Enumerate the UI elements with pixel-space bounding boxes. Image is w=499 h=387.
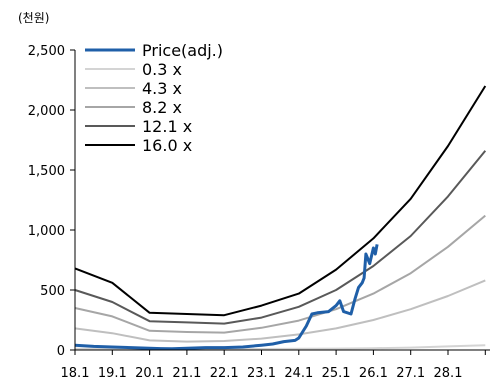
x-tick-label: 18.1 — [61, 366, 90, 381]
legend-label: 4.3 x — [142, 79, 182, 98]
y-tick-label: 0 — [57, 344, 65, 359]
legend-label: 0.3 x — [142, 60, 182, 79]
series-line-price-adj.- — [74, 244, 379, 351]
legend: Price(adj.)0.3 x4.3 x8.2 x12.1 x16.0 x — [85, 41, 223, 155]
x-tick-label: 25.1 — [322, 366, 351, 381]
y-tick-label: 500 — [40, 284, 65, 299]
axes — [74, 50, 490, 351]
x-tick-label: 21.1 — [172, 366, 201, 381]
series-line-12.1-x — [74, 150, 487, 325]
legend-label: 8.2 x — [142, 98, 182, 117]
legend-label: 16.0 x — [142, 136, 192, 155]
legend-label: 12.1 x — [142, 117, 192, 136]
series-layer — [74, 85, 487, 351]
x-tick-label: 27.1 — [396, 366, 425, 381]
y-axis-ticks: 0 500 1,000 1,500 2,000 2,500 — [28, 44, 75, 359]
legend-label: Price(adj.) — [142, 41, 223, 60]
series-line-16.0-x — [74, 85, 487, 317]
y-tick-label: 1,500 — [28, 164, 65, 179]
x-tick-label: 24.1 — [284, 366, 313, 381]
series-line-4.3-x — [74, 279, 486, 343]
unit-label: (천원) — [18, 10, 49, 25]
y-tick-label: 1,000 — [28, 224, 65, 239]
series-line-8.2-x — [74, 214, 486, 334]
x-tick-label: 19.1 — [98, 366, 127, 381]
x-tick-label: 23.1 — [247, 366, 276, 381]
y-tick-label: 2,500 — [28, 44, 65, 59]
x-tick-label: 20.1 — [135, 366, 164, 381]
x-tick-label: 26.1 — [359, 366, 388, 381]
x-axis-ticks: 18.1 19.1 20.1 21.1 22.1 23.1 24.1 25.1 26.1 27.1… — [61, 350, 486, 381]
x-tick-label: 28.1 — [434, 366, 463, 381]
x-tick-label: 22.1 — [210, 366, 239, 381]
y-tick-label: 2,000 — [28, 104, 65, 119]
